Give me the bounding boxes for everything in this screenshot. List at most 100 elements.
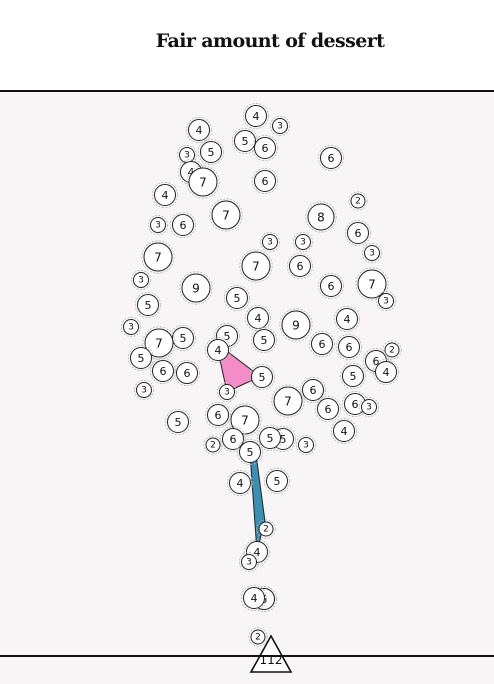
bubble-circle (258, 521, 274, 537)
bubble-value: 6 (310, 384, 317, 397)
bubble-circle (143, 242, 173, 272)
bubble-node[interactable]: 5 (256, 424, 284, 452)
bubble-node[interactable]: 7 (142, 326, 176, 360)
bubble-node[interactable]: 3 (147, 214, 169, 236)
bubble-circle (253, 329, 275, 351)
bubble-halo (355, 267, 389, 301)
bubble-halo (236, 438, 264, 466)
bubble-node[interactable]: 3 (269, 115, 291, 137)
bubble-node[interactable]: 6 (317, 144, 345, 172)
bubble-node[interactable]: 3 (238, 551, 260, 573)
bubble-halo (179, 271, 213, 305)
bubble-node[interactable]: 3 (216, 381, 238, 403)
bubble-halo (127, 344, 155, 372)
bubble-node[interactable]: 5 (250, 326, 278, 354)
bubble-node[interactable]: 3 (361, 242, 383, 264)
bubble-halo (173, 359, 201, 387)
bubble-node[interactable]: 4 (226, 469, 254, 497)
bubble-node[interactable]: 4 (240, 584, 268, 612)
bubble-value: 5 (259, 371, 266, 384)
bubble-circle (226, 287, 248, 309)
bubble-node[interactable]: 6 (204, 401, 232, 429)
bubble-node[interactable]: 6 (335, 333, 363, 361)
bubble-value: 4 (344, 313, 351, 326)
bubble-node[interactable]: 4 (204, 336, 232, 364)
bubble-node[interactable]: 4 (185, 116, 213, 144)
bubble-node[interactable]: 7 (209, 198, 243, 232)
bubble-node[interactable]: 3 (133, 379, 155, 401)
bubble-circle (241, 251, 271, 281)
bubble-node[interactable]: 6 (314, 395, 342, 423)
bubble-node[interactable]: 4 (244, 304, 272, 332)
bubble-value: 4 (341, 425, 348, 438)
bubble-value: 5 (175, 416, 182, 429)
bubble-node[interactable]: 5 (164, 408, 192, 436)
bubble-value: 5 (242, 135, 249, 148)
bubble-value: 6 (352, 398, 359, 411)
bubble-node[interactable]: 3 (176, 144, 198, 166)
bubble-node[interactable]: 4 (372, 358, 400, 386)
bubble-circle (176, 362, 198, 384)
triangle-marker (249, 634, 293, 673)
bubble-node[interactable]: 7 (355, 267, 389, 301)
bubble-halo (256, 519, 276, 539)
bubble-node[interactable]: 7 (186, 165, 220, 199)
bubble-value: 6 (215, 409, 222, 422)
bubble-node[interactable]: 2 (248, 627, 268, 647)
bubble-circle (211, 200, 241, 230)
bubble-circle (375, 361, 397, 383)
bubble-value: 5 (261, 334, 268, 347)
bubble-value: 6 (325, 403, 332, 416)
bubble-node[interactable]: 3 (295, 434, 317, 456)
bubble-node[interactable]: 3 (120, 316, 142, 338)
bubble-node[interactable]: 6 (299, 376, 327, 404)
blue-polygon[interactable] (249, 452, 267, 553)
bubble-halo (185, 116, 213, 144)
bubble-halo (133, 379, 155, 401)
bubble-node[interactable]: 7 (141, 240, 175, 274)
bubble-node[interactable]: 7 (271, 384, 305, 418)
bubble-node[interactable]: 3 (375, 290, 397, 312)
bubble-circle (188, 119, 210, 141)
bubble-node[interactable]: 2 (348, 191, 368, 211)
bubble-halo (295, 434, 317, 456)
bubble-node[interactable]: 6 (173, 359, 201, 387)
bubble-node[interactable]: 4 (330, 417, 358, 445)
bubble-node[interactable]: 6 (251, 167, 279, 195)
bubble-value: 5 (274, 475, 281, 488)
bubble-node[interactable]: 3 (358, 396, 380, 418)
bubble-node[interactable]: 2 (382, 340, 402, 360)
bubble-node[interactable]: 5 (127, 344, 155, 372)
bubble-node[interactable]: 8 (305, 201, 337, 233)
bubble-node[interactable]: 6 (251, 134, 279, 162)
bubble-node[interactable]: 5 (248, 363, 276, 391)
bubble-node[interactable]: 9 (179, 271, 213, 305)
bubble-node[interactable]: 3 (130, 269, 152, 291)
bubble-node[interactable]: 6 (308, 330, 336, 358)
bubble-node[interactable]: 2 (203, 435, 223, 455)
bubble-node[interactable]: 6 (317, 272, 345, 300)
bubble-node[interactable]: 6 (149, 357, 177, 385)
bubble-node[interactable]: 5 (263, 467, 291, 495)
bubble-node[interactable]: 4 (242, 102, 270, 130)
bubble-node[interactable]: 6 (169, 211, 197, 239)
bubble-node[interactable]: 5 (231, 127, 259, 155)
bubble-node[interactable]: 5 (197, 138, 225, 166)
bubble-node[interactable]: 3 (292, 231, 314, 253)
bubble-circle (254, 170, 276, 192)
bubble-node[interactable]: 5 (223, 284, 251, 312)
bubble-node[interactable]: 9 (279, 308, 313, 342)
bubble-node[interactable]: 3 (259, 231, 281, 253)
bubble-node[interactable]: 6 (219, 425, 247, 453)
bubble-node[interactable]: 7 (239, 249, 273, 283)
bubble-node[interactable]: 2 (256, 519, 276, 539)
bubble-node[interactable]: 5 (339, 362, 367, 390)
bubble-node[interactable]: 5 (236, 438, 264, 466)
bubble-node[interactable]: 6 (286, 252, 314, 280)
bubble-halo (259, 231, 281, 253)
bubble-halo (130, 269, 152, 291)
bubble-node[interactable]: 5 (134, 291, 162, 319)
bubble-node[interactable]: 6 (344, 219, 372, 247)
bubble-node[interactable]: 4 (333, 305, 361, 333)
bubble-node[interactable]: 4 (151, 181, 179, 209)
